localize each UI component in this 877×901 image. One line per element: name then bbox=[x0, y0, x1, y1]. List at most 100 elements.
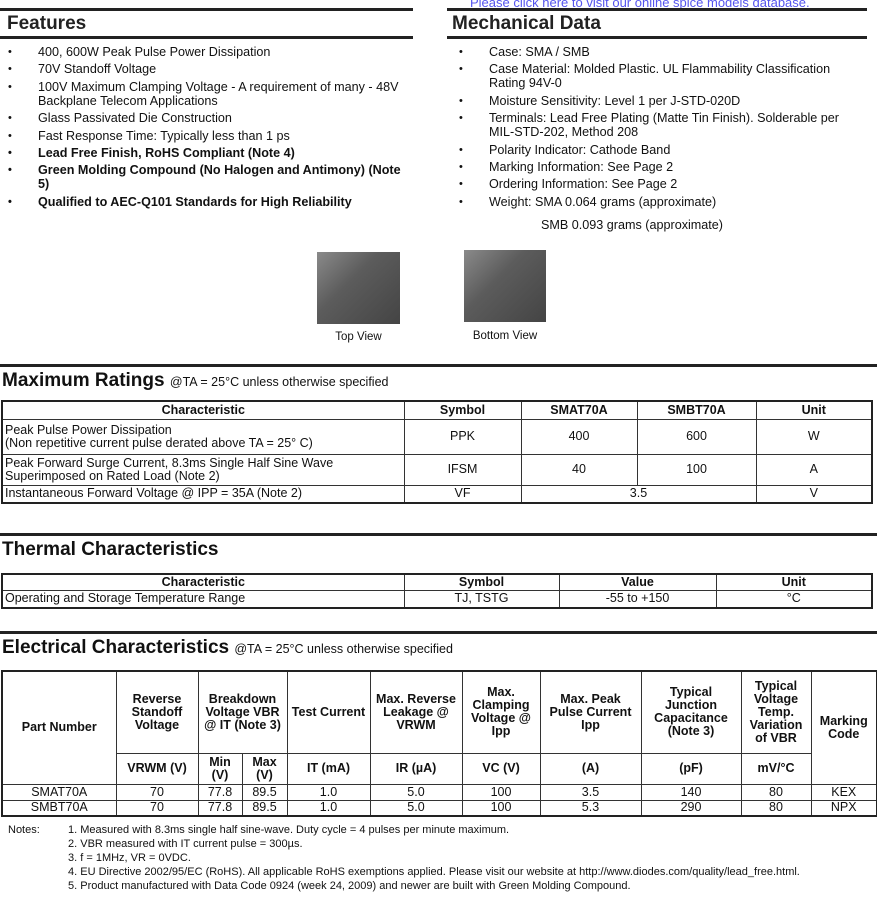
divider bbox=[0, 364, 877, 367]
header-cell: Max. Peak Pulse Current Ipp bbox=[539, 670, 642, 754]
data-cell: 77.8 bbox=[197, 783, 243, 801]
header-cell: Typical Voltage Temp. Variation of VBR bbox=[740, 670, 812, 754]
divider bbox=[0, 36, 413, 39]
header-cell: Test Current bbox=[286, 670, 371, 754]
divider bbox=[447, 8, 867, 11]
feature-item: Glass Passivated Die Construction bbox=[8, 111, 408, 125]
divider bbox=[0, 631, 877, 634]
feature-item: Green Molding Compound (No Halogen and A… bbox=[8, 163, 408, 191]
electrical-condition: @TA = 25°C unless otherwise specified bbox=[234, 642, 453, 656]
symbol-cell: PPK bbox=[403, 418, 522, 455]
table-row: Instantaneous Forward Voltage @ IPP = 35… bbox=[1, 484, 873, 504]
data-cell: 5.0 bbox=[369, 783, 463, 801]
data-cell: 100 bbox=[461, 783, 541, 801]
note-item: 1. Measured with 8.3ms single half sine-… bbox=[68, 824, 510, 836]
header-cell: Unit bbox=[755, 400, 873, 420]
thermal-title: Thermal Characteristics bbox=[2, 539, 219, 560]
unit-cell: (A) bbox=[539, 752, 642, 785]
unit-cell: A bbox=[755, 453, 873, 486]
feature-item: Lead Free Finish, RoHS Compliant (Note 4… bbox=[8, 146, 408, 160]
data-cell: 70 bbox=[115, 799, 199, 817]
note-item: 5. Product manufactured with Data Code 0… bbox=[68, 880, 631, 892]
symbol-cell: VF bbox=[403, 484, 522, 504]
header-cell: Marking Code bbox=[810, 670, 877, 785]
header-cell: Characteristic bbox=[1, 573, 405, 591]
data-cell: 1.0 bbox=[286, 799, 371, 817]
header-cell: Breakdown Voltage VBR @ IT (Note 3) bbox=[197, 670, 288, 754]
data-cell: KEX bbox=[810, 783, 877, 801]
data-cell: 70 bbox=[115, 783, 199, 801]
data-cell: 89.5 bbox=[241, 799, 288, 817]
top-view-caption: Top View bbox=[335, 331, 382, 343]
header-cell: Unit bbox=[715, 573, 873, 591]
value-cell: 3.5 bbox=[520, 484, 757, 504]
mechanical-item: Ordering Information: See Page 2 bbox=[459, 177, 867, 191]
header-cell: Max. Reverse Leakage @ VRWM bbox=[369, 670, 463, 754]
value-cell: -55 to +150 bbox=[558, 589, 717, 609]
mechanical-item: Case Material: Molded Plastic. UL Flamma… bbox=[459, 62, 867, 90]
feature-item: 400, 600W Peak Pulse Power Dissipation bbox=[8, 45, 408, 59]
notes-label: Notes: bbox=[8, 824, 40, 836]
characteristic-line: Peak Forward Surge Current, 8.3ms Single… bbox=[5, 455, 334, 470]
divider bbox=[447, 36, 867, 39]
data-cell: 5.3 bbox=[539, 799, 642, 817]
mechanical-item: Weight: SMA 0.064 grams (approximate) bbox=[459, 195, 867, 209]
unit-cell: V bbox=[755, 484, 873, 504]
header-cell: Reverse Standoff Voltage bbox=[115, 670, 199, 754]
features-list: 400, 600W Peak Pulse Power Dissipation 70… bbox=[8, 45, 408, 212]
table-row: Peak Forward Surge Current, 8.3ms Single… bbox=[1, 453, 873, 486]
max-ratings-heading: Maximum Ratings bbox=[2, 370, 165, 391]
divider bbox=[0, 8, 413, 11]
notes: Notes: 1. Measured with 8.3ms single hal… bbox=[8, 823, 873, 895]
characteristic-cell: Peak Pulse Power Dissipation (Non repetit… bbox=[1, 418, 405, 455]
table-row: Peak Pulse Power Dissipation (Non repetit… bbox=[1, 418, 873, 455]
data-cell: 80 bbox=[740, 799, 812, 817]
unit-cell: W bbox=[755, 418, 873, 455]
value-cell: 100 bbox=[636, 453, 757, 486]
header-cell: Symbol bbox=[403, 573, 560, 591]
feature-item: Fast Response Time: Typically less than … bbox=[8, 129, 408, 143]
data-cell: 290 bbox=[640, 799, 742, 817]
value-cell: 40 bbox=[520, 453, 638, 486]
mechanical-title: Mechanical Data bbox=[452, 13, 601, 34]
mechanical-item: Terminals: Lead Free Plating (Matte Tin … bbox=[459, 111, 867, 139]
header-cell: Typical Junction Capacitance (Note 3) bbox=[640, 670, 742, 754]
mechanical-item: Polarity Indicator: Cathode Band bbox=[459, 143, 867, 157]
data-cell: 140 bbox=[640, 783, 742, 801]
divider bbox=[0, 533, 877, 536]
characteristic-line: Superimposed on Rated Load (Note 2) bbox=[5, 468, 220, 483]
header-cell: Value bbox=[558, 573, 717, 591]
header-cell: Part Number bbox=[1, 670, 117, 785]
header-cell: Max. Clamping Voltage @ Ipp bbox=[461, 670, 541, 754]
data-cell: SMAT70A bbox=[1, 783, 117, 801]
electrical-heading: Electrical Characteristics bbox=[2, 637, 230, 658]
unit-cell: VRWM (V) bbox=[115, 752, 199, 785]
mechanical-item: Marking Information: See Page 2 bbox=[459, 160, 867, 174]
unit-cell: IT (mA) bbox=[286, 752, 371, 785]
max-ratings-title: Maximum Ratings @TA = 25°C unless otherw… bbox=[2, 370, 388, 392]
feature-item: 100V Maximum Clamping Voltage - A requir… bbox=[8, 80, 408, 108]
table-row: SMBT70A 70 77.8 89.5 1.0 5.0 100 5.3 290 80 NPX bbox=[1, 799, 877, 817]
data-cell: 1.0 bbox=[286, 783, 371, 801]
data-cell: 5.0 bbox=[369, 799, 463, 817]
data-cell: NPX bbox=[810, 799, 877, 817]
data-cell: 80 bbox=[740, 783, 812, 801]
note-item: 4. EU Directive 2002/95/EC (RoHS). All a… bbox=[68, 866, 800, 878]
header-cell: Symbol bbox=[403, 400, 522, 420]
characteristic-cell: Operating and Storage Temperature Range bbox=[1, 589, 405, 609]
spice-models-link[interactable]: Please click here to visit our online sp… bbox=[470, 0, 810, 10]
note-item: 3. f = 1MHz, VR = 0VDC. bbox=[68, 852, 191, 864]
bottom-view-image bbox=[464, 250, 546, 322]
characteristic-cell: Instantaneous Forward Voltage @ IPP = 35… bbox=[1, 484, 405, 504]
unit-cell: Max (V) bbox=[241, 752, 288, 785]
unit-cell: mV/°C bbox=[740, 752, 812, 785]
electrical-title: Electrical Characteristics @TA = 25°C un… bbox=[2, 637, 453, 659]
feature-item: Qualified to AEC-Q101 Standards for High… bbox=[8, 195, 408, 209]
value-cell: 400 bbox=[520, 418, 638, 455]
feature-item: 70V Standoff Voltage bbox=[8, 62, 408, 76]
characteristic-line: Peak Pulse Power Dissipation bbox=[5, 422, 172, 437]
note-item: 2. VBR measured with IT current pulse = … bbox=[68, 838, 303, 850]
data-cell: 100 bbox=[461, 799, 541, 817]
header-cell: Characteristic bbox=[1, 400, 405, 420]
bottom-view-caption: Bottom View bbox=[472, 330, 538, 342]
